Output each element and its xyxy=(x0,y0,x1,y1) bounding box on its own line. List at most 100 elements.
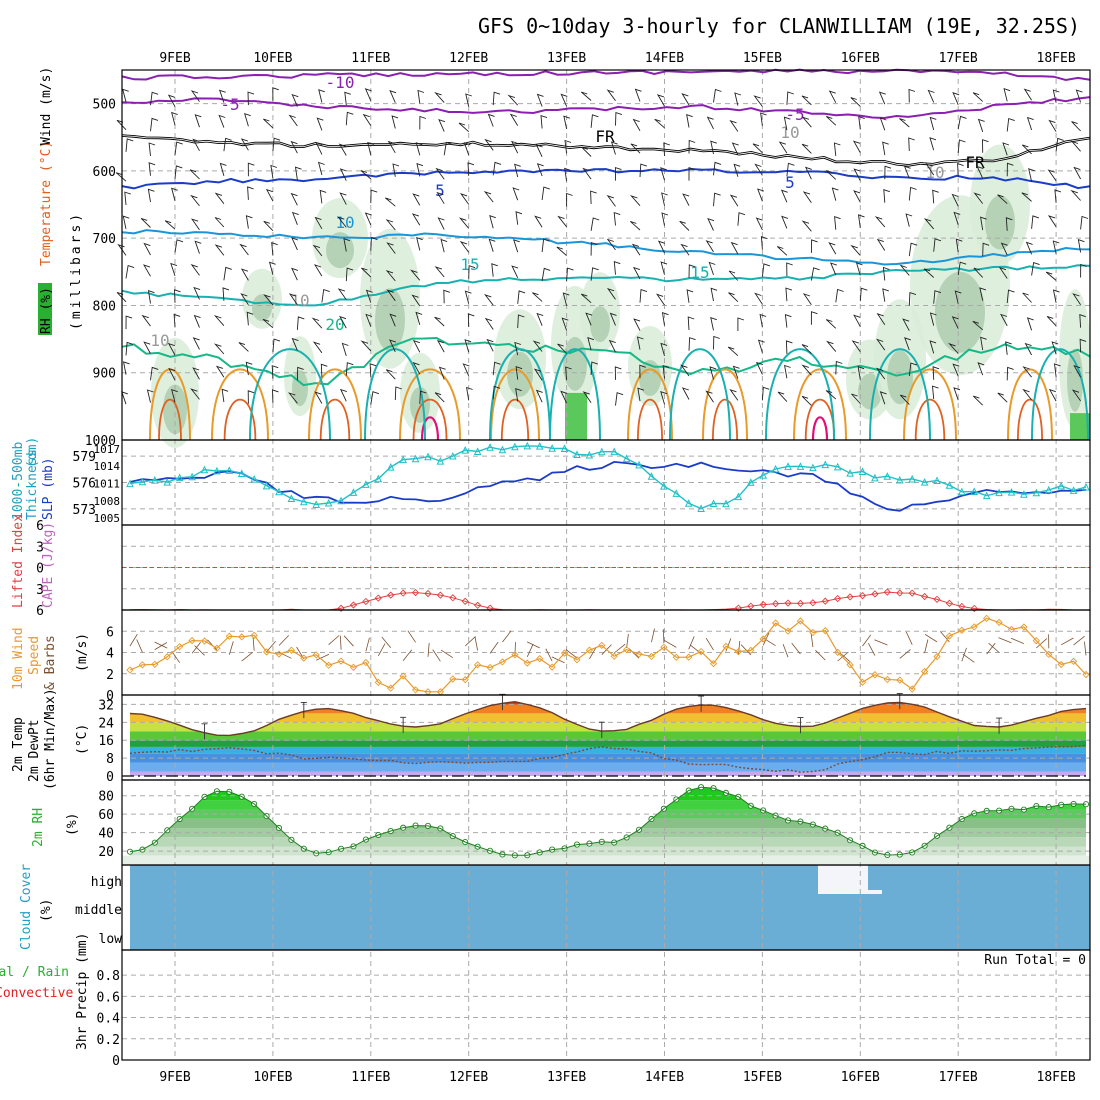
cloud-ylabels: Cloud Cover (%) high middle low xyxy=(19,864,122,950)
wind-barb xyxy=(688,139,696,154)
wind-barb xyxy=(466,386,473,401)
pressure-tick: 900 xyxy=(93,367,116,382)
wind-barb xyxy=(122,88,129,103)
wind-marker xyxy=(362,658,370,667)
slp-marker xyxy=(548,444,556,452)
warm-contour xyxy=(637,398,663,441)
slp-marker xyxy=(300,497,308,506)
wind-barb xyxy=(977,362,985,376)
isotherm-20 xyxy=(121,336,1091,387)
wind-marker xyxy=(287,646,296,654)
upper-ylabel-wind: Wind (m/s) xyxy=(39,67,54,145)
wind-barb xyxy=(979,287,987,301)
wind-barb xyxy=(272,137,281,152)
wind-barb xyxy=(657,240,665,254)
wind-ylabels: 10m Wind Speed & Barbs (m/s) xyxy=(11,627,90,690)
wind-barb xyxy=(713,88,722,103)
temp-tick: 0 xyxy=(106,770,114,785)
wind-barb xyxy=(213,315,225,326)
surface-wind-barb xyxy=(988,642,1000,653)
rh-shade xyxy=(252,294,272,322)
wind-barb xyxy=(929,137,937,151)
wind-barb xyxy=(320,363,328,378)
wind-barb xyxy=(339,388,347,402)
wind-barb xyxy=(557,215,567,228)
wind-marker xyxy=(573,656,581,664)
surface-wind-barb xyxy=(862,634,872,647)
wind-barb xyxy=(752,143,763,154)
wind-barb xyxy=(850,244,861,256)
wind-barb xyxy=(492,385,501,400)
wind-barb xyxy=(825,319,837,329)
slp-marker xyxy=(722,499,730,508)
wind-barb xyxy=(318,89,325,103)
li-marker xyxy=(461,597,469,605)
wind-barb xyxy=(908,186,917,201)
wind-barb xyxy=(656,94,665,107)
warm-contour xyxy=(490,368,540,441)
wind-barb xyxy=(467,313,475,327)
wind-barb xyxy=(801,364,812,376)
slp-marker xyxy=(498,445,507,454)
wind-barb xyxy=(654,118,665,129)
wind-barb xyxy=(271,365,279,379)
wind-barb xyxy=(980,216,987,231)
wind-barb xyxy=(899,264,910,276)
wind-barb xyxy=(997,392,1008,403)
rh-shade xyxy=(375,288,405,352)
wind-marker xyxy=(958,626,966,634)
wind-barb xyxy=(434,316,445,327)
wind-barb xyxy=(1052,240,1060,254)
slp-marker xyxy=(163,477,172,486)
gridlines xyxy=(122,70,1090,1060)
wind-barb xyxy=(614,366,622,380)
wind-barb xyxy=(192,138,200,152)
wind-marker xyxy=(523,659,531,667)
surface-wind-barb xyxy=(651,628,655,643)
wind-barb xyxy=(899,394,910,405)
panel-frames xyxy=(121,69,1091,1061)
wind-barb xyxy=(757,188,764,202)
wind-barb xyxy=(713,161,722,176)
wind-barb xyxy=(556,246,567,256)
slp-marker xyxy=(151,475,159,484)
wind-barb xyxy=(982,242,990,257)
wind-barb xyxy=(415,311,423,326)
day-label-bottom: 14FEB xyxy=(645,1070,684,1085)
slp-marker xyxy=(895,475,904,484)
wind-barb xyxy=(464,339,472,353)
temp-line xyxy=(129,700,1087,737)
wind-barb xyxy=(707,217,715,231)
surface-wind-barb xyxy=(962,653,975,663)
wind-barb xyxy=(731,142,739,156)
warm-contour xyxy=(500,398,530,441)
wind-barb xyxy=(121,391,128,405)
cool-contour xyxy=(669,348,731,441)
wind-barb xyxy=(339,192,347,205)
wind-barb xyxy=(565,366,572,381)
surface-wind-barb xyxy=(545,648,553,662)
surface-wind-barb xyxy=(365,637,370,652)
wind-barb xyxy=(734,92,742,106)
wind-barb xyxy=(761,386,770,401)
wind-barb xyxy=(511,265,519,278)
contour-label: 5 xyxy=(785,173,795,192)
wind-barb xyxy=(728,292,739,303)
wind-marker xyxy=(560,649,569,657)
wind-barb xyxy=(1024,342,1032,356)
wind-barb xyxy=(729,194,739,207)
contour-label: 10 xyxy=(780,123,799,142)
slp-marker xyxy=(908,474,916,483)
wind-marker xyxy=(871,671,879,679)
wind-barb xyxy=(416,163,424,177)
wind-barb xyxy=(585,312,593,326)
slp-marker xyxy=(560,444,569,452)
wind-barb xyxy=(296,316,305,330)
slp-marker xyxy=(1057,481,1065,490)
wind-barb xyxy=(386,289,396,302)
wind-barb xyxy=(263,294,274,306)
temp-minmax xyxy=(996,717,1003,734)
wind-barb xyxy=(613,261,621,275)
wind-barb xyxy=(680,364,690,377)
day-label-bottom: 10FEB xyxy=(253,1070,292,1085)
